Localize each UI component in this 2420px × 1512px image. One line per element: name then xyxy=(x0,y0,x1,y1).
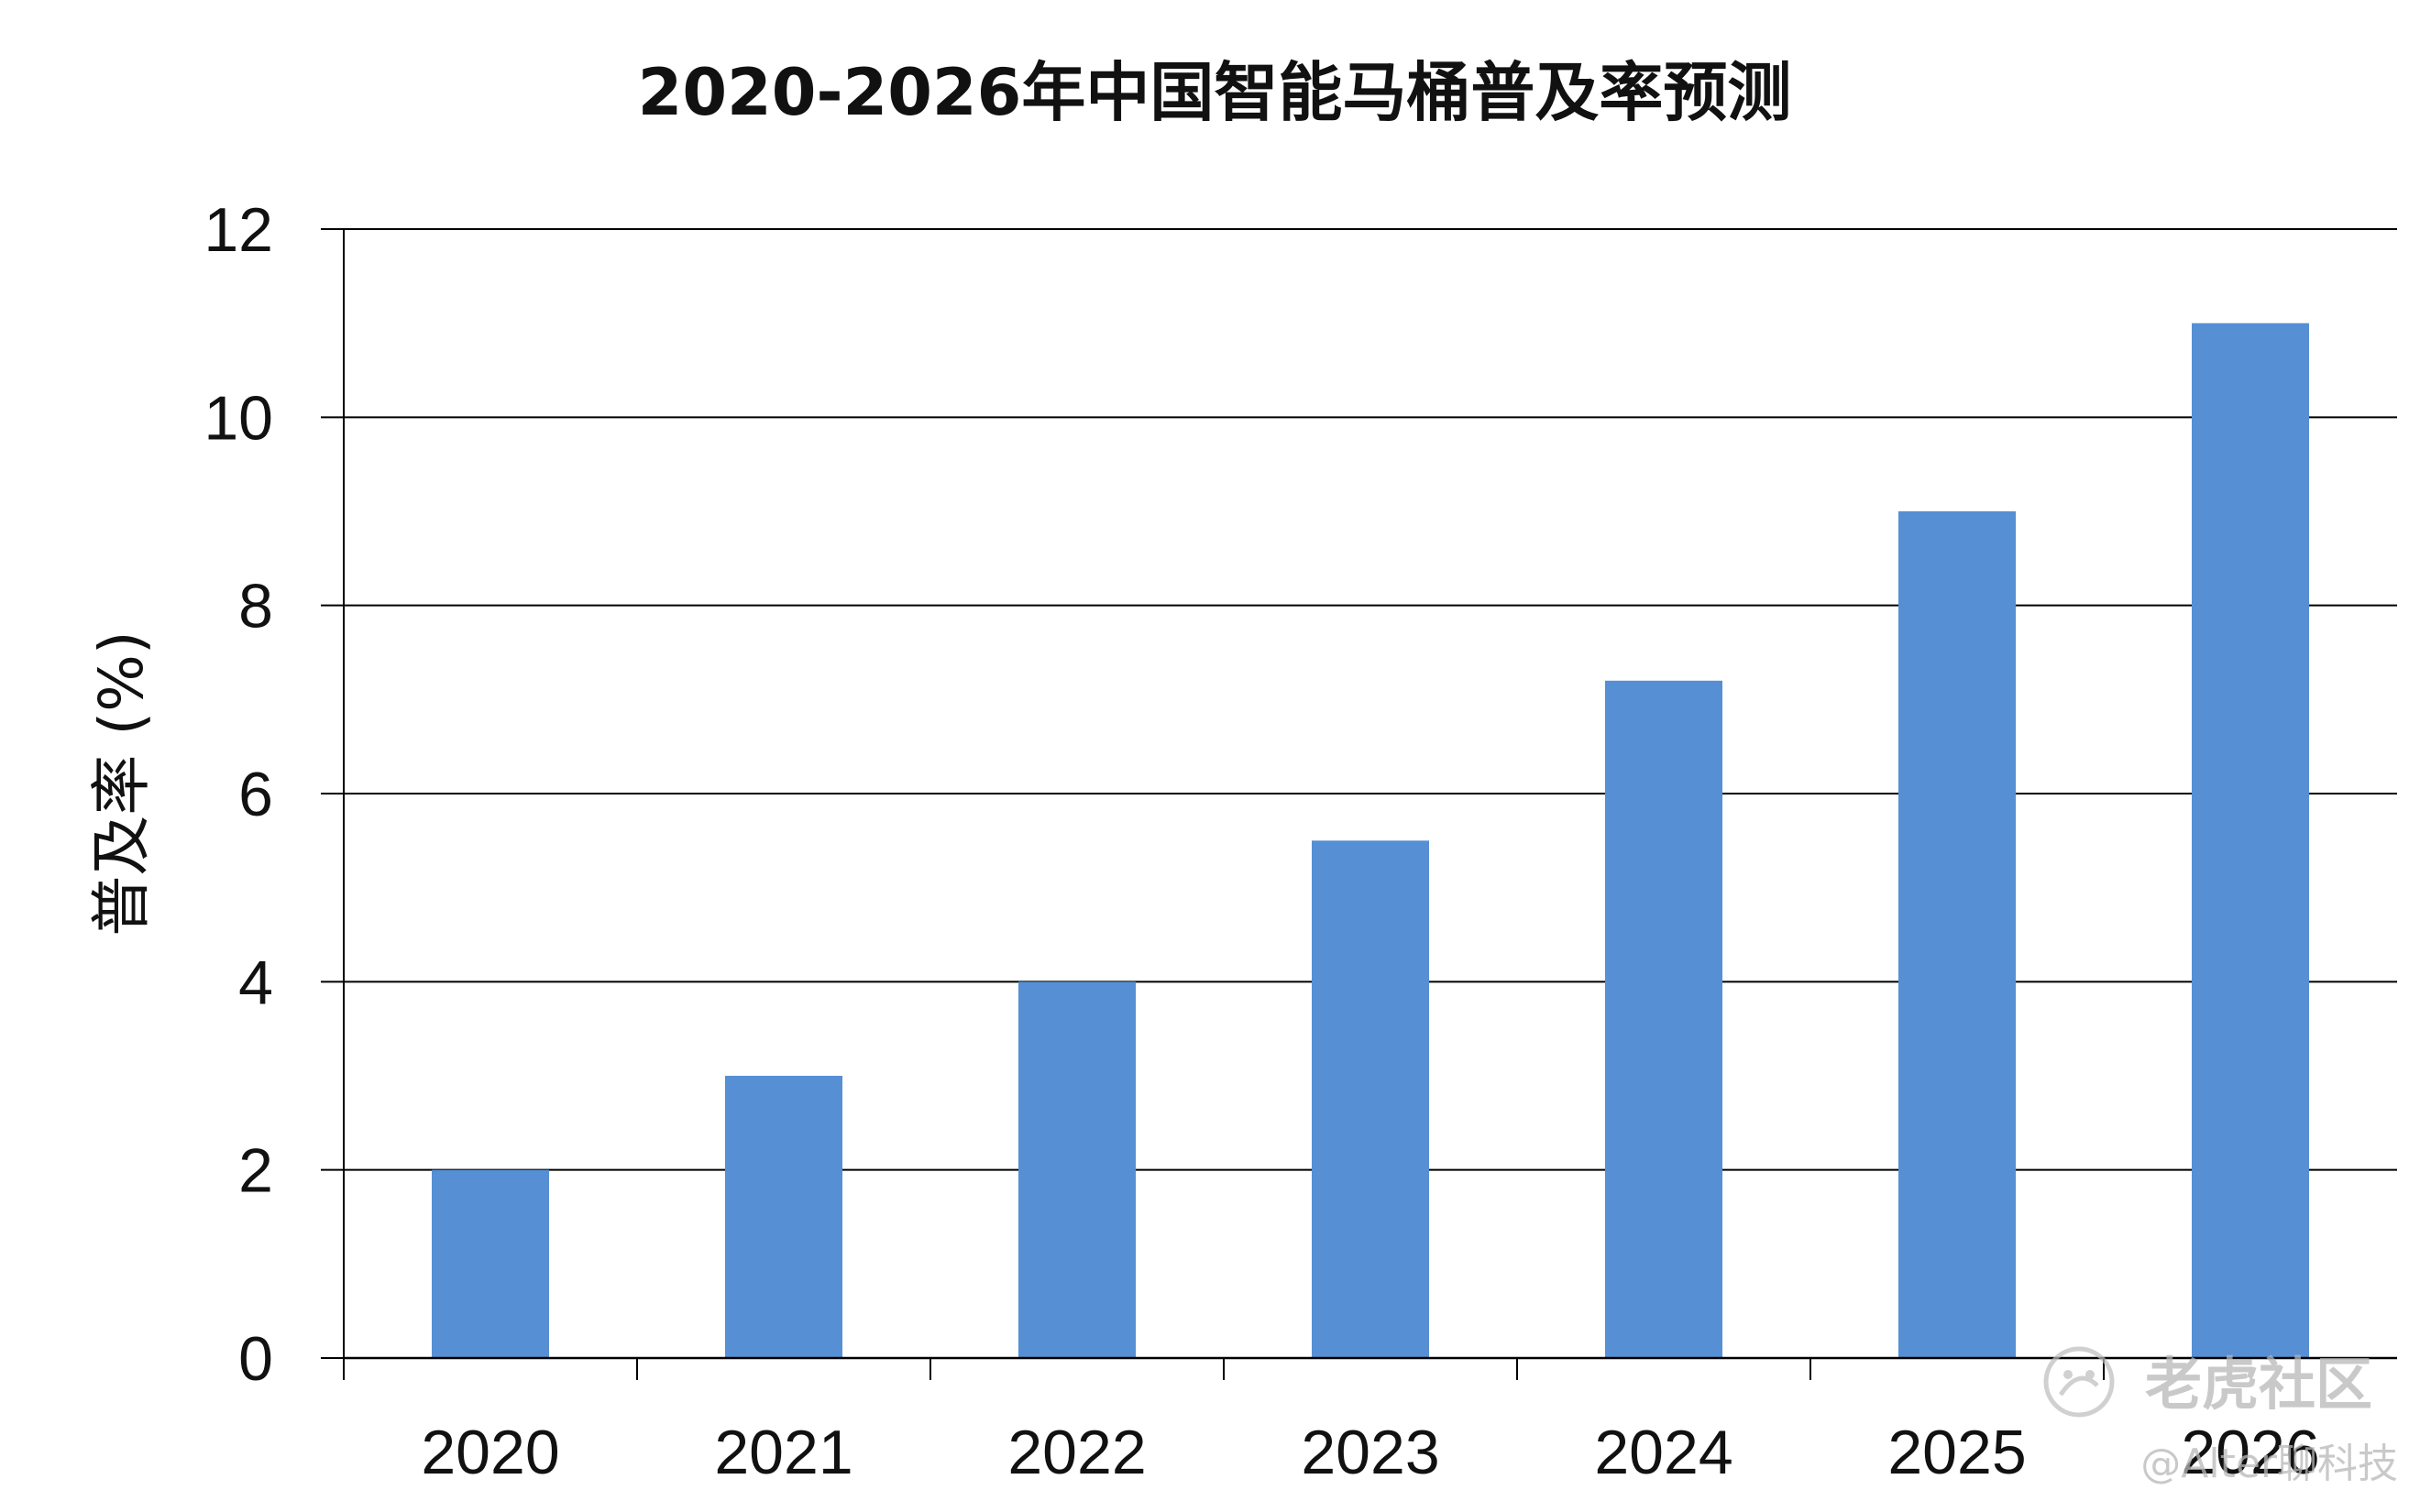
chart-title: 2020-2026年中国智能马桶普及率预测 xyxy=(638,55,1792,130)
y-tick-labels: 0 2 4 6 8 10 12 xyxy=(204,195,273,1394)
y-axis-title: 普及率 (%) xyxy=(86,630,157,936)
watermark-author: @Alter聊科技 xyxy=(2140,1441,2398,1487)
y-tick-label: 4 xyxy=(238,948,273,1017)
x-tick-label: 2025 xyxy=(1887,1418,2026,1487)
x-tick-label: 2023 xyxy=(1301,1418,1439,1487)
watermark: 老虎社区 @Alter聊科技 xyxy=(2043,1346,2398,1487)
bar-2022 xyxy=(1018,981,1136,1358)
x-tick-label: 2024 xyxy=(1594,1418,1732,1487)
x-tick-labels: 2020 2021 2022 2023 2024 2025 2026 xyxy=(421,1418,2319,1487)
bars xyxy=(432,323,2309,1359)
y-tick-label: 8 xyxy=(238,572,273,641)
y-tick-label: 6 xyxy=(238,760,273,829)
x-tick-label: 2020 xyxy=(421,1418,559,1487)
y-tick-label: 12 xyxy=(204,195,273,265)
bar-2026 xyxy=(2192,323,2309,1359)
y-tick-label: 2 xyxy=(238,1136,273,1206)
bar-2020 xyxy=(432,1169,549,1358)
y-tick-label: 0 xyxy=(238,1324,273,1394)
x-tick-label: 2026 xyxy=(2181,1418,2319,1487)
y-tick-label: 10 xyxy=(204,383,273,453)
watermark-site-name: 老虎社区 xyxy=(2145,1351,2372,1418)
bar-2024 xyxy=(1605,680,1722,1358)
bar-2021 xyxy=(725,1076,842,1358)
x-tick-label: 2021 xyxy=(714,1418,852,1487)
x-tick-label: 2022 xyxy=(1007,1418,1146,1487)
bar-2023 xyxy=(1312,840,1429,1358)
bar-2025 xyxy=(1898,511,2016,1358)
tiger-logo-icon xyxy=(2043,1346,2115,1418)
